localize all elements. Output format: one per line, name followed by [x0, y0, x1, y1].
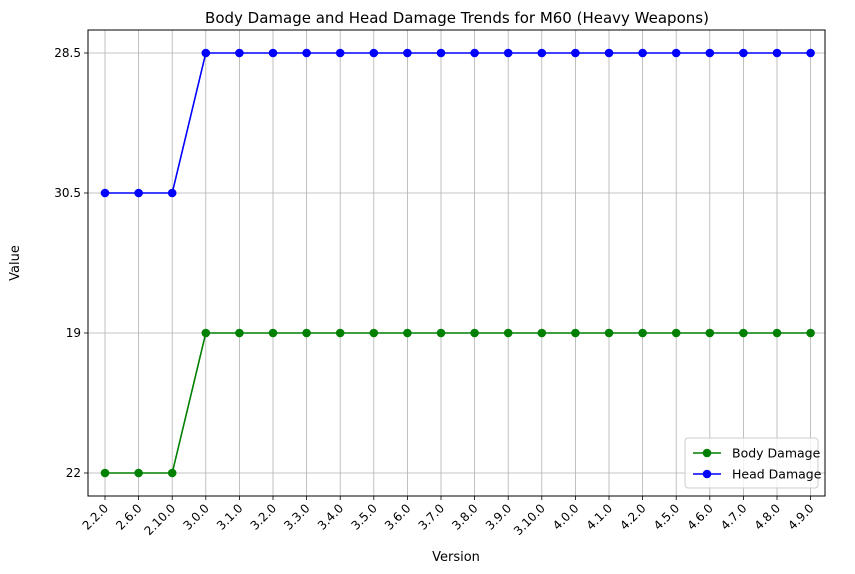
x-tick-label: 4.2.0 [617, 501, 648, 532]
body-damage-legend-marker [702, 448, 712, 458]
body-damage-point [100, 468, 110, 478]
body-damage-line [105, 332, 811, 474]
x-tick-label: 3.2.0 [248, 501, 279, 532]
legend: Body Damage Head Damage [684, 437, 822, 489]
x-tick-label: 3.1.0 [214, 501, 245, 532]
x-tick-label: 3.9.0 [483, 501, 514, 532]
head-damage-point [100, 188, 110, 198]
legend-box [684, 437, 819, 489]
body-damage-point [268, 328, 278, 338]
x-tick-label: 4.5.0 [651, 501, 682, 532]
x-tick-label: 4.0.0 [550, 501, 581, 532]
head-damage-point [806, 48, 815, 58]
y-tick-label: 22 [66, 466, 81, 480]
y-tick-label: 30.5 [54, 186, 81, 200]
head-damage-point [470, 48, 479, 58]
body-damage-point [302, 328, 311, 338]
head-damage-point [235, 48, 244, 58]
plot-frame [87, 29, 826, 497]
body-damage-point [403, 328, 412, 338]
body-damage-point [806, 328, 815, 338]
head-damage-point [302, 48, 311, 58]
head-damage-point [403, 48, 412, 58]
body-damage-point [436, 328, 446, 338]
x-tick-label: 3.8.0 [449, 501, 480, 532]
x-tick-label: 2.6.0 [113, 501, 144, 532]
x-tick-label: 3.5.0 [348, 501, 379, 532]
body-damage-point [167, 468, 177, 478]
head-damage-point [268, 48, 278, 58]
head-damage-point [772, 48, 782, 58]
body-damage-point [134, 468, 143, 478]
x-tick-label: 3.0.0 [180, 501, 211, 532]
body-damage-point [369, 328, 379, 338]
x-tick-label: 4.6.0 [684, 501, 715, 532]
x-tick-label: 3.3.0 [281, 501, 312, 532]
body-damage-point [235, 328, 244, 338]
chart-title: Body Damage and Head Damage Trends for M… [205, 9, 709, 27]
head-damage-point [739, 48, 748, 58]
head-damage-point [604, 48, 614, 58]
head-damage-legend-label: Head Damage [732, 467, 822, 482]
head-damage-point [369, 48, 379, 58]
head-damage-point [436, 48, 446, 58]
body-damage-point [503, 328, 513, 338]
y-axis-label: Value [8, 245, 23, 281]
head-damage-legend-marker [702, 469, 712, 479]
x-tick-label: 3.7.0 [416, 501, 447, 532]
body-damage-point [571, 328, 580, 338]
head-damage-point [335, 48, 345, 58]
x-tick-label: 3.4.0 [315, 501, 346, 532]
grid [88, 30, 825, 496]
body-damage-point [705, 328, 715, 338]
body-damage-point [537, 328, 547, 338]
body-damage-point [604, 328, 614, 338]
head-damage-point [201, 48, 211, 58]
body-damage-legend-label: Body Damage [732, 446, 821, 461]
head-damage-line [105, 52, 811, 194]
head-damage-point [571, 48, 580, 58]
head-damage-point [503, 48, 513, 58]
y-tick-label: 28.5 [54, 46, 81, 60]
body-damage-point [739, 328, 748, 338]
x-tick-label: 3.6.0 [382, 501, 413, 532]
body-damage-point [671, 328, 681, 338]
x-tick-label: 2.10.0 [141, 501, 178, 538]
y-axis-ticks: 22 19 30.5 28.5 [54, 46, 88, 480]
series-layer [100, 48, 815, 478]
x-tick-label: 3.10.0 [511, 501, 548, 538]
head-damage-point [167, 188, 177, 198]
head-damage-point [705, 48, 715, 58]
x-tick-label: 4.8.0 [752, 501, 783, 532]
y-tick-label: 19 [66, 326, 81, 340]
x-axis-label: Version [432, 550, 480, 565]
x-tick-label: 4.1.0 [584, 501, 615, 532]
x-tick-label: 4.7.0 [718, 501, 749, 532]
body-damage-point [335, 328, 345, 338]
head-damage-point [671, 48, 681, 58]
x-tick-label: 4.9.0 [785, 501, 816, 532]
body-damage-point [638, 328, 647, 338]
x-tick-label: 2.2.0 [80, 501, 111, 532]
head-damage-point [537, 48, 547, 58]
body-damage-point [201, 328, 211, 338]
x-axis-ticks: 2.2.0 2.6.02.10.0 3.0.0 3.1.0 3.2.0 3.3.0 3.4.… [80, 496, 817, 538]
body-damage-point [470, 328, 479, 338]
body-damage-point [772, 328, 782, 338]
head-damage-point [134, 188, 143, 198]
head-damage-point [638, 48, 647, 58]
